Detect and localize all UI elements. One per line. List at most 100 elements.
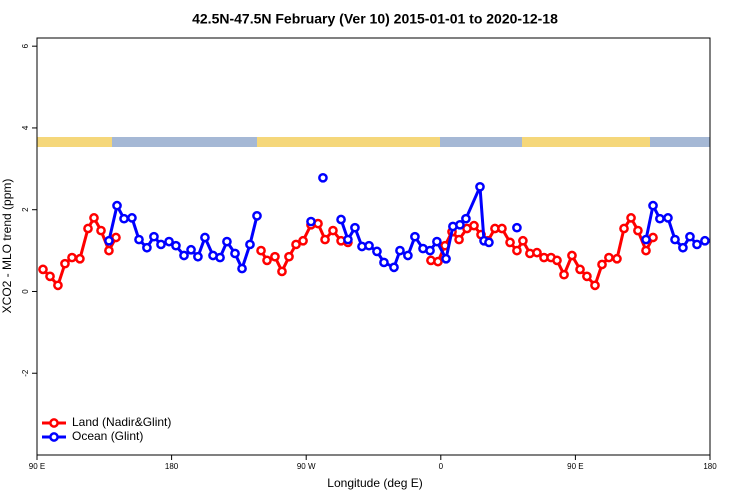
chart-title: 42.5N-47.5N February (Ver 10) 2015-01-01…: [192, 11, 558, 27]
data-point: [648, 200, 658, 211]
data-point: [149, 231, 159, 242]
data-point: [484, 237, 494, 248]
data-point: [328, 225, 338, 236]
data-point: [45, 271, 55, 282]
data-point: [119, 213, 129, 224]
data-point: [38, 264, 48, 275]
data-point: [215, 252, 225, 263]
data-point: [186, 244, 196, 255]
data-point: [237, 263, 247, 274]
data-point: [700, 235, 710, 246]
data-point: [670, 234, 680, 245]
data-point: [372, 246, 382, 257]
data-point: [89, 213, 99, 223]
x-tick-label: 90 E: [29, 462, 45, 471]
data-point: [433, 256, 443, 267]
land-ocean-mask: [37, 137, 710, 147]
data-point: [379, 257, 389, 268]
data-point: [364, 240, 374, 251]
ocean-band: [440, 137, 522, 147]
data-point: [505, 237, 515, 248]
data-point: [230, 248, 240, 259]
data-point: [395, 245, 405, 256]
data-point: [425, 245, 435, 256]
data-point: [306, 216, 316, 227]
data-point: [678, 242, 688, 253]
data-point: [454, 234, 464, 245]
y-tick-label: 4: [21, 125, 30, 130]
data-point: [291, 239, 301, 250]
data-point: [663, 213, 673, 223]
data-point: [619, 223, 629, 234]
data-point: [112, 200, 122, 211]
data-point: [104, 235, 114, 246]
data-point: [389, 262, 399, 273]
data-point: [336, 214, 346, 225]
data-point: [475, 181, 485, 192]
data-point: [518, 235, 528, 246]
data-point: [60, 258, 70, 269]
data-point: [256, 245, 266, 256]
data-point: [277, 266, 287, 277]
data-point: [350, 222, 360, 233]
data-point: [318, 172, 328, 183]
data-point: [455, 219, 465, 230]
data-point: [461, 213, 471, 224]
data-point: [552, 255, 562, 266]
data-point: [200, 232, 210, 243]
data-point: [53, 280, 63, 291]
data-point: [559, 269, 569, 280]
y-tick-label: 0: [21, 289, 30, 294]
data-point: [245, 239, 255, 250]
data-point: [343, 234, 353, 245]
data-point: [156, 239, 166, 250]
data-point: [252, 210, 262, 221]
data-point: [179, 250, 189, 261]
x-axis-label: Longitude (deg E): [327, 476, 422, 490]
data-point: [590, 280, 600, 291]
data-point: [641, 245, 651, 256]
data-point: [582, 271, 592, 282]
data-point: [298, 235, 308, 246]
data-point: [641, 234, 651, 245]
x-tick-label: 90 W: [297, 462, 316, 471]
legend-marker: [49, 418, 59, 428]
data-point: [575, 264, 585, 275]
legend-marker: [49, 432, 59, 442]
series: [38, 213, 658, 291]
x-tick-label: 180: [703, 462, 717, 471]
x-tick-label: 180: [165, 462, 179, 471]
data-point: [512, 245, 522, 256]
land-band: [522, 137, 650, 147]
data-point: [432, 236, 442, 247]
data-point: [127, 213, 137, 223]
y-tick-label: 2: [21, 207, 30, 212]
data-point: [96, 225, 106, 236]
data-point: [633, 225, 643, 236]
data-point: [597, 259, 607, 270]
data-point: [262, 255, 272, 266]
data-point: [284, 251, 294, 262]
data-point: [497, 223, 507, 234]
legend-label: Ocean (Glint): [72, 429, 143, 443]
data-point: [512, 222, 522, 233]
y-tick-label: -2: [21, 369, 30, 377]
data-point: [134, 234, 144, 245]
data-point: [410, 231, 420, 242]
data-point: [67, 252, 77, 263]
land-band: [37, 137, 112, 147]
data-point: [403, 250, 413, 261]
data-point: [193, 251, 203, 262]
data-point: [164, 236, 174, 247]
data-point: [604, 252, 614, 263]
data-point: [469, 220, 479, 231]
y-axis-label: XCO2 - MLO trend (ppm): [0, 179, 14, 314]
plot-frame: [36, 37, 711, 456]
data-point: [567, 250, 577, 261]
data-point: [685, 231, 695, 242]
data-point: [142, 242, 152, 253]
data-point: [612, 253, 622, 264]
data-point: [320, 234, 330, 245]
y-tick-label: 6: [21, 43, 30, 48]
data-point: [222, 236, 232, 247]
